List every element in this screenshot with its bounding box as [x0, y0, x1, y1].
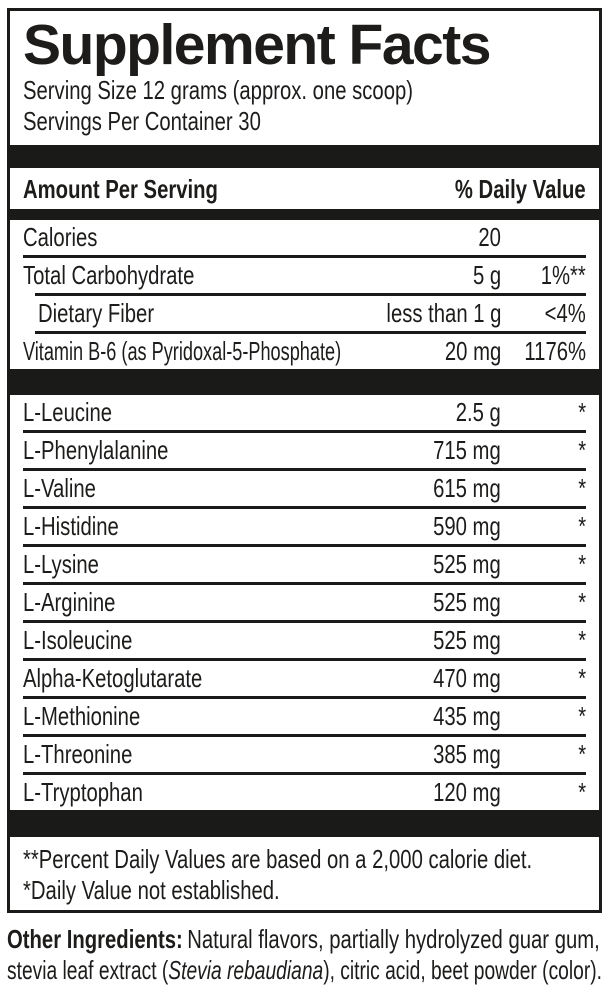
nutrient-dv: *	[578, 511, 586, 541]
nutrient-dv: *	[578, 739, 586, 769]
nutrient-dv: 1%**	[540, 260, 586, 290]
other-ingredients-line-2: stevia leaf extract (Stevia rebaudiana),…	[7, 955, 602, 986]
section-divider-bar	[10, 209, 599, 220]
nutrient-name: Alpha-Ketoglutarate	[23, 663, 203, 693]
nutrient-dv: <4%	[544, 298, 586, 328]
nutrient-name: L-Threonine	[23, 739, 133, 769]
footnotes: **Percent Daily Values are based on a 2,…	[23, 837, 586, 906]
nutrient-name: L-Leucine	[23, 397, 113, 427]
nutrient-row: L-Histidine 590 mg *	[23, 509, 586, 544]
row-separator	[23, 734, 586, 737]
nutrient-name: L-Isoleucine	[23, 625, 133, 655]
row-separator	[23, 772, 586, 775]
table-header-row: Amount Per Serving % Daily Value	[23, 168, 586, 209]
nutrient-amount: 20 mg	[444, 336, 501, 366]
nutrient-amount: 525 mg	[433, 587, 501, 617]
nutrient-row: Calories 20	[23, 220, 586, 255]
nutrient-row: L-Threonine 385 mg *	[23, 737, 586, 772]
nutrient-amount: 470 mg	[433, 663, 501, 693]
nutrient-amount: 435 mg	[433, 701, 501, 731]
row-separator	[35, 293, 586, 296]
nutrient-amount: 615 mg	[433, 473, 501, 503]
row-separator	[35, 331, 586, 334]
other-ingredients: Other Ingredients: Natural flavors, parti…	[7, 924, 602, 986]
nutrient-amount: 525 mg	[433, 625, 501, 655]
row-separator	[23, 658, 586, 661]
row-separator	[23, 430, 586, 433]
nutrient-row: L-Arginine 525 mg *	[23, 585, 586, 620]
nutrient-dv: *	[578, 435, 586, 465]
nutrient-name: Total Carbohydrate	[23, 260, 195, 290]
supplement-facts-panel: Supplement Facts Serving Size 12 grams (…	[7, 8, 602, 913]
nutrient-dv: *	[578, 663, 586, 693]
nutrient-dv: *	[578, 777, 586, 807]
row-separator	[23, 468, 586, 471]
row-separator	[23, 582, 586, 585]
nutrient-row: Alpha-Ketoglutarate 470 mg *	[23, 661, 586, 696]
nutrient-name: L-Tryptophan	[23, 777, 143, 807]
nutrient-row: Total Carbohydrate 5 g 1%**	[23, 258, 586, 293]
nutrient-name: L-Arginine	[23, 587, 116, 617]
nutrient-name: Calories	[23, 222, 98, 252]
other-ingredients-label: Other Ingredients:	[7, 924, 183, 954]
nutrient-row: L-Isoleucine 525 mg *	[23, 623, 586, 658]
other-ingredients-text: stevia leaf extract (	[7, 955, 169, 985]
section-divider-bar	[10, 145, 599, 168]
nutrient-name: L-Methionine	[23, 701, 141, 731]
nutrient-row: L-Tryptophan 120 mg *	[23, 775, 586, 810]
servings-per-container: Servings Per Container 30	[23, 106, 261, 136]
row-separator	[23, 620, 586, 623]
amount-per-serving-header: Amount Per Serving	[23, 174, 218, 204]
row-separator	[23, 255, 586, 258]
nutrient-dv: *	[578, 397, 586, 427]
other-ingredients-botanical-name: Stevia rebaudiana	[168, 955, 324, 985]
section-divider-bar	[10, 369, 599, 395]
other-ingredients-text: Natural flavors, partially hydrolyzed gu…	[187, 924, 600, 954]
nutrient-amount: 715 mg	[433, 435, 501, 465]
row-separator	[23, 506, 586, 509]
nutrient-row: L-Leucine 2.5 g *	[23, 395, 586, 430]
nutrient-amount: 2.5 g	[455, 397, 501, 427]
serving-size: Serving Size 12 grams (approx. one scoop…	[23, 75, 414, 105]
other-ingredients-line-1: Other Ingredients: Natural flavors, parti…	[7, 924, 600, 955]
nutrient-row: L-Lysine 525 mg *	[23, 547, 586, 582]
nutrient-name: L-Histidine	[23, 511, 119, 541]
panel-title: Supplement Facts	[23, 13, 491, 77]
nutrient-row: L-Methionine 435 mg *	[23, 699, 586, 734]
row-separator	[23, 696, 586, 699]
nutrient-name: L-Phenylalanine	[23, 435, 169, 465]
nutrient-dv: *	[578, 587, 586, 617]
nutrient-amount: 525 mg	[433, 549, 501, 579]
nutrient-amount: 590 mg	[433, 511, 501, 541]
nutrient-amount: 5 g	[472, 260, 501, 290]
nutrient-name: Vitamin B-6 (as Pyridoxal-5-Phosphate)	[23, 336, 342, 366]
nutrient-dv: *	[578, 473, 586, 503]
footnote-daily-values: **Percent Daily Values are based on a 2,…	[23, 844, 533, 874]
section-divider-bar	[10, 810, 599, 837]
nutrient-name: Dietary Fiber	[38, 298, 155, 328]
daily-value-header: % Daily Value	[455, 174, 586, 204]
nutrient-dv: *	[578, 701, 586, 731]
row-separator	[23, 544, 586, 547]
nutrient-row: Dietary Fiber less than 1 g <4%	[23, 296, 586, 331]
nutrient-row: L-Phenylalanine 715 mg *	[23, 433, 586, 468]
footnote-not-established: *Daily Value not established.	[23, 875, 280, 905]
nutrient-amount: less than 1 g	[385, 298, 501, 328]
nutrient-amount: 385 mg	[433, 739, 501, 769]
nutrient-dv: *	[578, 549, 586, 579]
nutrient-amount: 20	[478, 222, 501, 252]
nutrient-amount: 120 mg	[433, 777, 501, 807]
other-ingredients-text: ), citric acid, beet powder (color).	[323, 955, 602, 985]
nutrient-name: L-Valine	[23, 473, 96, 503]
nutrient-dv: *	[578, 625, 586, 655]
nutrient-dv: 1176%	[524, 336, 586, 366]
nutrient-row: L-Valine 615 mg *	[23, 471, 586, 506]
nutrient-row: Vitamin B-6 (as Pyridoxal-5-Phosphate) 2…	[23, 334, 586, 369]
nutrient-name: L-Lysine	[23, 549, 99, 579]
